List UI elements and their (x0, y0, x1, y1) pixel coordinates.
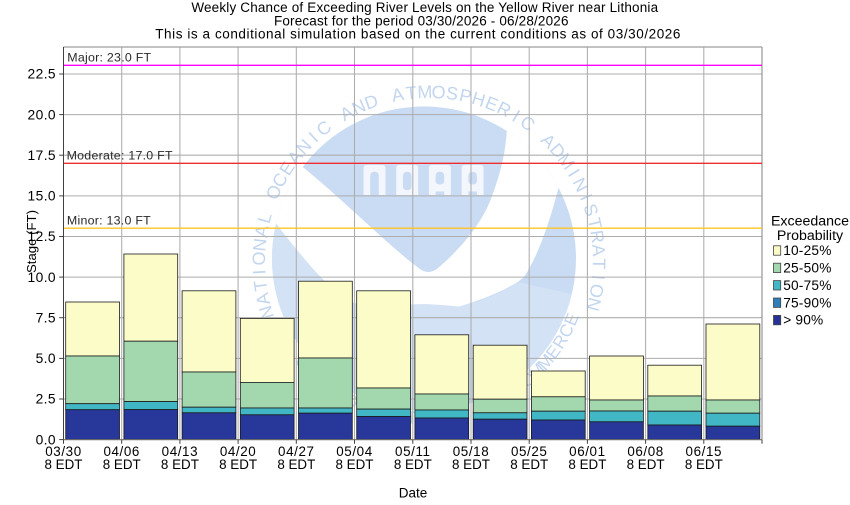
svg-text:> 90%: > 90% (783, 313, 823, 328)
svg-text:O: O (585, 282, 607, 299)
svg-text:2.5: 2.5 (36, 392, 56, 407)
svg-text:05/25: 05/25 (511, 444, 548, 459)
svg-text:M: M (417, 82, 432, 102)
svg-text:04/20: 04/20 (220, 444, 257, 459)
svg-text:04/13: 04/13 (162, 444, 199, 459)
svg-text:O: O (431, 82, 446, 103)
svg-text:05/18: 05/18 (453, 444, 490, 459)
svg-text:50-75%: 50-75% (783, 278, 831, 293)
svg-text:A: A (252, 291, 274, 307)
svg-text:N: N (255, 303, 278, 321)
svg-text:T: T (589, 258, 609, 269)
svg-text:8 EDT: 8 EDT (452, 457, 490, 472)
svg-text:H: H (470, 88, 488, 111)
svg-text:Exceedance: Exceedance (771, 214, 849, 230)
svg-text:17.5: 17.5 (28, 148, 56, 163)
svg-text:Minor: 13.0 FT: Minor: 13.0 FT (67, 214, 151, 228)
svg-text:Major: 23.0 FT: Major: 23.0 FT (67, 51, 151, 65)
svg-text:06/15: 06/15 (686, 444, 723, 459)
svg-text:S: S (445, 83, 460, 104)
svg-text:T: T (405, 82, 418, 103)
svg-text:T: T (250, 279, 271, 293)
svg-text:S: S (579, 201, 602, 219)
svg-text:15.0: 15.0 (28, 189, 56, 204)
svg-text:8 EDT: 8 EDT (627, 457, 665, 472)
svg-text:10.0: 10.0 (28, 270, 56, 285)
svg-text:N: N (582, 296, 605, 314)
svg-text:A: A (390, 84, 405, 106)
svg-text:03/30: 03/30 (45, 444, 82, 459)
svg-text:0.0: 0.0 (36, 432, 56, 447)
svg-text:8 EDT: 8 EDT (685, 457, 723, 472)
svg-text:05/04: 05/04 (336, 444, 373, 459)
svg-text:N: N (249, 237, 270, 252)
svg-text:8 EDT: 8 EDT (277, 457, 315, 472)
svg-text:04/27: 04/27 (278, 444, 315, 459)
svg-text:8 EDT: 8 EDT (161, 457, 199, 472)
svg-text:Probability: Probability (777, 228, 844, 244)
svg-text:This is a conditional simulati: This is a conditional simulation based o… (155, 27, 681, 42)
svg-text:22.5: 22.5 (28, 67, 56, 82)
svg-text:Stage (FT): Stage (FT) (24, 210, 39, 273)
svg-text:25-50%: 25-50% (783, 261, 831, 276)
svg-text:8 EDT: 8 EDT (45, 457, 83, 472)
svg-text:8 EDT: 8 EDT (568, 457, 606, 472)
svg-text:8 EDT: 8 EDT (510, 457, 548, 472)
svg-text:7.5: 7.5 (36, 310, 56, 325)
svg-text:8 EDT: 8 EDT (219, 457, 257, 472)
svg-text:D: D (362, 90, 381, 113)
svg-text:Forecast for the period 03/30/: Forecast for the period 03/30/2026 - 06/… (274, 14, 569, 29)
svg-text:06/08: 06/08 (627, 444, 664, 459)
svg-text:5.0: 5.0 (36, 351, 56, 366)
svg-text:A: A (251, 224, 273, 239)
svg-text:8 EDT: 8 EDT (103, 457, 141, 472)
svg-text:04/06: 04/06 (103, 444, 140, 459)
svg-text:20.0: 20.0 (28, 107, 56, 122)
svg-text:P: P (457, 85, 473, 107)
svg-text:I: I (249, 269, 269, 275)
svg-text:L: L (254, 211, 276, 226)
svg-text:Weekly Chance of Exceeding Riv: Weekly Chance of Exceeding River Levels … (191, 0, 658, 15)
svg-text:75-90%: 75-90% (783, 295, 831, 310)
svg-text:8 EDT: 8 EDT (394, 457, 432, 472)
svg-text:O: O (249, 251, 269, 265)
svg-text:A: A (588, 243, 609, 256)
svg-text:8 EDT: 8 EDT (336, 457, 374, 472)
svg-text:Date: Date (399, 486, 428, 501)
svg-text:T: T (584, 216, 606, 231)
svg-text:12.5: 12.5 (28, 229, 56, 244)
svg-text:05/11: 05/11 (395, 444, 431, 459)
svg-text:06/01: 06/01 (569, 444, 606, 459)
svg-text:10-25%: 10-25% (783, 243, 831, 258)
svg-text:Moderate: 17.0 FT: Moderate: 17.0 FT (67, 149, 173, 163)
